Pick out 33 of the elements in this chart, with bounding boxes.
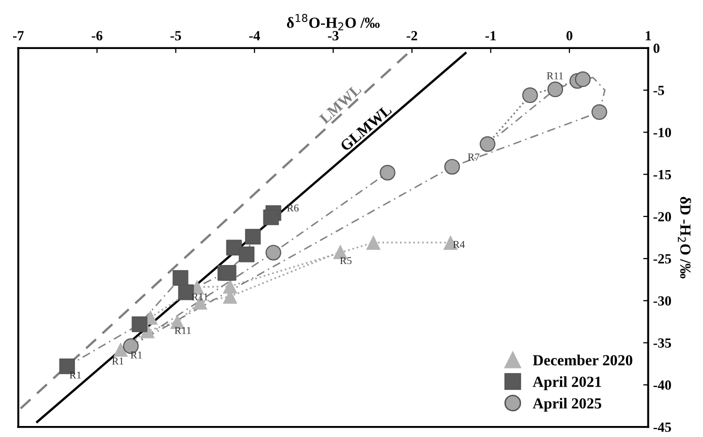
y-axis-title: δD -H$_{2}$O /‰ — [678, 196, 692, 278]
x-tick-label: -5 — [170, 31, 182, 40]
annotation: R1 — [70, 372, 81, 379]
legend-label: April 2021 — [532, 376, 601, 390]
annotation: R11 — [174, 327, 191, 334]
x-tick-label: -6 — [92, 31, 102, 40]
y-tick-label: -15 — [654, 170, 672, 180]
y-tick-label: -5 — [654, 86, 664, 96]
x-tick-label: -4 — [249, 31, 260, 40]
annotation: R1 — [130, 351, 142, 358]
x-tick-label: -3 — [328, 31, 339, 40]
legend-label: December 2020 — [532, 354, 632, 366]
annotation: R1 — [112, 358, 124, 364]
y-tick-label: -30 — [654, 296, 672, 306]
annotation: R4 — [453, 240, 465, 248]
x-tick-label: 1 — [646, 31, 651, 40]
y-tick-label: -20 — [654, 212, 672, 222]
x-tick-label: -7 — [13, 31, 24, 40]
y-tick-label: -40 — [654, 380, 672, 390]
x-axis-title: δ$^{18}$O-H$_{2}$O /‰ — [286, 14, 380, 30]
annotation: R7 — [468, 154, 480, 160]
annotation: R5 — [340, 257, 352, 264]
annotation: R11 — [546, 72, 563, 80]
annotation: R6 — [287, 204, 299, 212]
y-tick-label: -10 — [654, 128, 672, 138]
y-tick-label: 0 — [654, 44, 660, 54]
y-tick-label: -45 — [654, 422, 672, 432]
x-tick-label: -1 — [485, 31, 496, 40]
x-tick-label: -2 — [406, 31, 418, 40]
y-tick-label: -25 — [654, 254, 672, 264]
y-tick-label: -35 — [654, 338, 672, 348]
legend-label: April 2025 — [532, 398, 602, 412]
x-tick-label: 0 — [566, 31, 572, 40]
